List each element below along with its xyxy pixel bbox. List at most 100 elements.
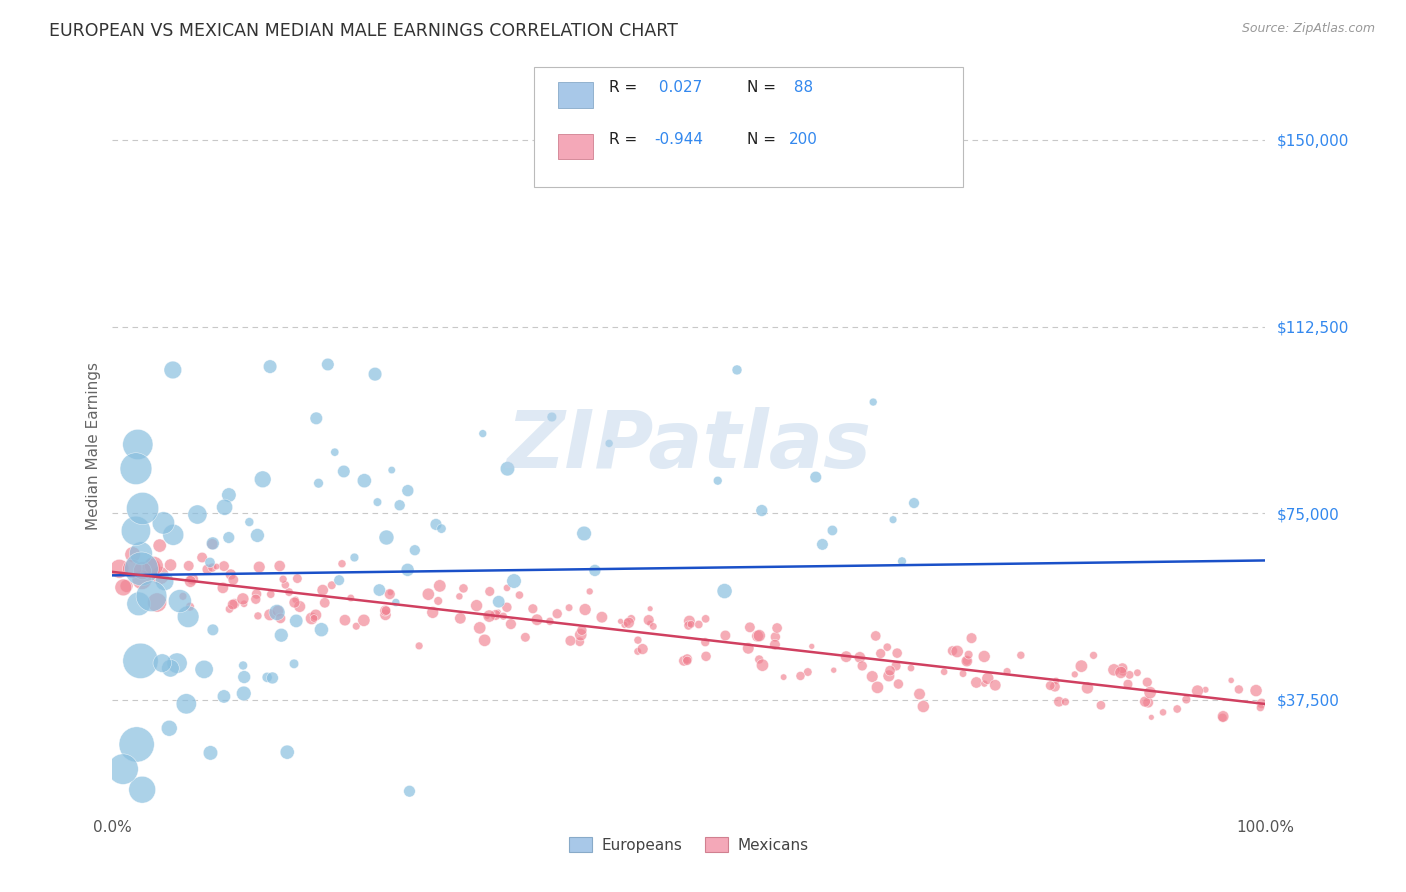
Point (1244, 683, 1267, 698)
Point (1070, 659, 1092, 673)
Point (748, 652, 770, 666)
Point (486, 605, 509, 619)
Point (1043, 680, 1066, 694)
Point (638, 601, 661, 615)
Point (172, 590, 194, 604)
Point (578, 584, 600, 599)
Point (747, 629, 769, 643)
Point (378, 587, 401, 601)
Point (274, 578, 297, 592)
Point (934, 665, 956, 679)
Legend: Europeans, Mexicans: Europeans, Mexicans (564, 831, 814, 859)
Point (212, 690, 235, 704)
Point (613, 618, 636, 632)
Point (688, 617, 710, 632)
Point (522, 601, 544, 615)
Point (515, 630, 537, 644)
Point (266, 606, 288, 620)
Point (162, 363, 184, 377)
Point (800, 640, 823, 654)
Point (1076, 681, 1098, 695)
Point (353, 613, 375, 627)
Point (1139, 685, 1161, 699)
Point (591, 610, 613, 624)
Point (465, 599, 488, 613)
Point (737, 641, 759, 656)
Point (311, 623, 333, 637)
Point (150, 656, 173, 670)
Point (374, 607, 396, 622)
Point (179, 599, 201, 614)
Point (233, 597, 256, 611)
Point (679, 617, 702, 632)
Point (252, 472, 274, 486)
Point (159, 558, 181, 572)
Point (1152, 706, 1174, 720)
Point (193, 662, 215, 676)
Point (108, 562, 131, 576)
Point (159, 661, 181, 675)
Point (631, 642, 654, 657)
Text: R =: R = (609, 132, 643, 146)
Point (305, 411, 328, 425)
Point (725, 363, 748, 377)
Text: -0.944: -0.944 (654, 132, 703, 146)
Point (449, 590, 471, 604)
Point (112, 762, 135, 776)
Point (574, 602, 596, 616)
Point (973, 649, 995, 664)
Point (129, 654, 152, 668)
Point (952, 666, 974, 681)
Point (1047, 695, 1070, 709)
Point (1109, 665, 1132, 680)
Point (1112, 665, 1135, 679)
Point (256, 670, 278, 684)
Point (763, 630, 786, 644)
Point (1116, 677, 1139, 691)
Point (125, 524, 148, 538)
Point (201, 536, 224, 550)
Point (267, 604, 290, 618)
Point (1194, 682, 1216, 697)
Point (344, 619, 367, 633)
Point (617, 615, 640, 630)
Point (678, 614, 700, 628)
Text: N =: N = (747, 80, 780, 95)
Point (368, 582, 391, 597)
Point (121, 562, 143, 576)
Point (1063, 667, 1085, 681)
Point (149, 568, 172, 582)
Point (245, 587, 267, 601)
Point (876, 640, 898, 655)
Point (453, 582, 475, 596)
Point (772, 670, 794, 684)
Point (312, 583, 335, 598)
Point (1249, 700, 1271, 714)
Point (131, 562, 153, 576)
Point (886, 646, 908, 660)
Point (503, 574, 526, 588)
Point (131, 573, 153, 587)
Point (205, 559, 228, 574)
Point (1102, 663, 1125, 677)
Point (678, 618, 700, 632)
Text: EUROPEAN VS MEXICAN MEDIAN MALE EARNINGS CORRELATION CHART: EUROPEAN VS MEXICAN MEDIAN MALE EARNINGS… (49, 22, 678, 40)
Point (941, 644, 963, 658)
Point (232, 658, 254, 673)
Point (485, 607, 508, 622)
Point (496, 600, 519, 615)
Point (232, 591, 254, 606)
Point (1054, 695, 1077, 709)
Point (609, 615, 631, 629)
Point (973, 676, 995, 690)
Point (201, 537, 224, 551)
Point (676, 652, 699, 666)
Point (1220, 673, 1243, 688)
Point (672, 654, 695, 668)
Point (526, 613, 548, 627)
Point (200, 746, 222, 760)
Point (246, 528, 269, 542)
Point (1166, 702, 1188, 716)
Point (115, 579, 138, 593)
Point (1227, 682, 1250, 697)
